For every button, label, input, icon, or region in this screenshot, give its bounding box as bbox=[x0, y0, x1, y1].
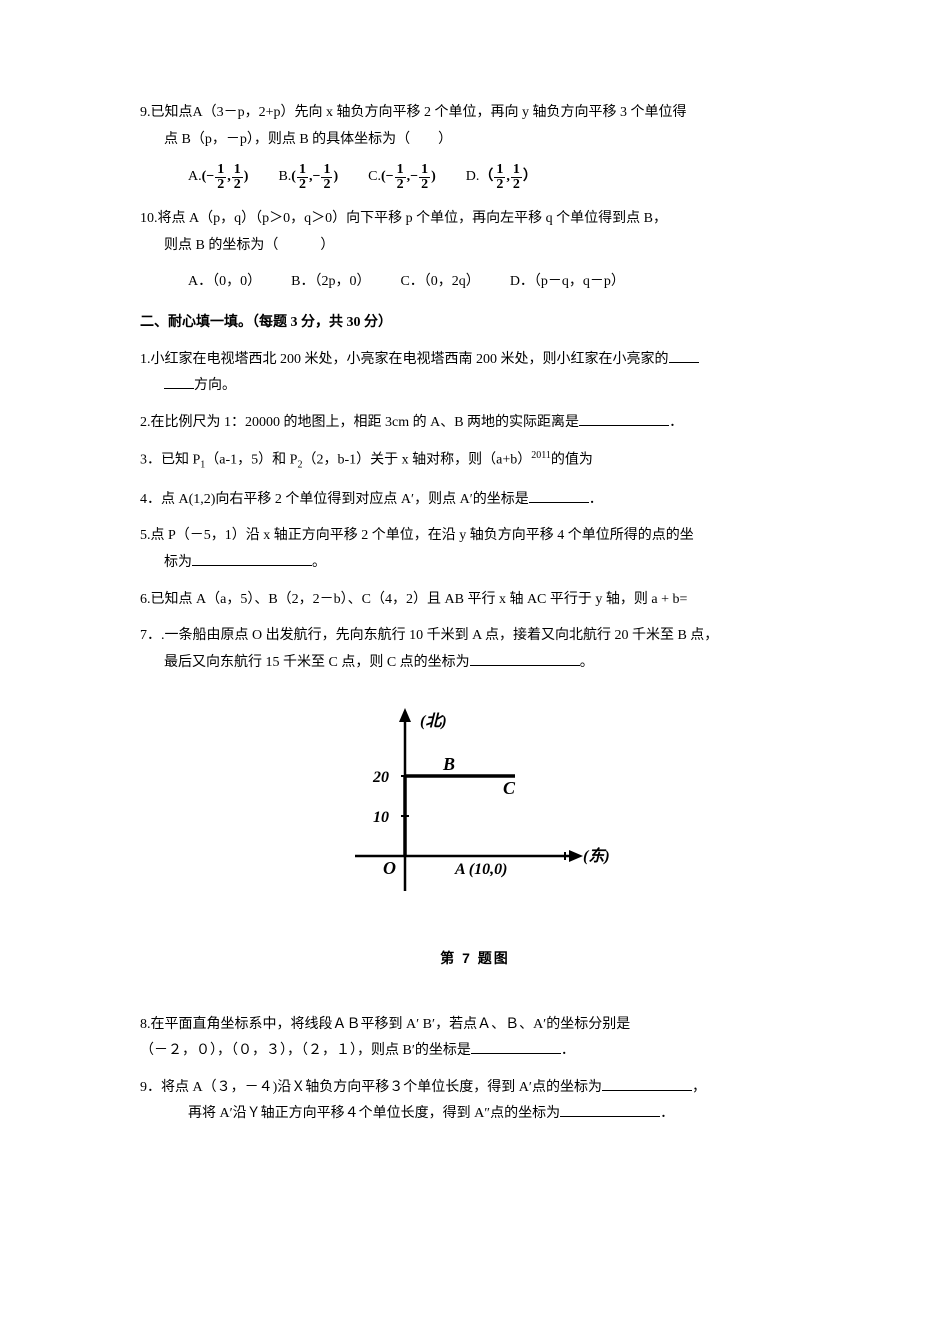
fill-2: 2.在比例尺为 1：20000 的地图上，相距 3cm 的 A、B 两地的实际距… bbox=[140, 410, 810, 437]
blank bbox=[192, 551, 312, 566]
svg-text:C: C bbox=[503, 778, 516, 798]
coordinate-diagram: (北) (东) O 10 20 B C A (10,0) bbox=[325, 696, 625, 926]
svg-text:10: 10 bbox=[373, 809, 389, 826]
blank bbox=[669, 348, 699, 363]
q10-stem-line2: 则点 B 的坐标为（ ） bbox=[140, 233, 810, 260]
fill-1: 1.小红家在电视塔西北 200 米处，小亮家在电视塔西南 200 米处，则小红家… bbox=[140, 347, 810, 400]
svg-text:(北): (北) bbox=[420, 712, 447, 730]
q9-options: A. (− 12 , 12 ) B. ( 12 ,− 12 ) C. (− 12… bbox=[140, 163, 810, 192]
blank bbox=[470, 651, 580, 666]
q9-stem-line2: 点 B（p，－p），则点 B 的具体坐标为（ ） bbox=[140, 127, 810, 154]
blank bbox=[560, 1102, 660, 1117]
q10-option-a: A．（0，0） bbox=[188, 269, 261, 296]
blank bbox=[602, 1076, 692, 1091]
figure-caption: 第 7 题图 bbox=[140, 945, 810, 972]
fill-6: 6.已知点 A（a，5）、B（2，2－b）、C（4，2）且 AB 平行 x 轴 … bbox=[140, 587, 810, 614]
svg-text:O: O bbox=[383, 858, 396, 878]
q9-stem-line1: 9.已知点A（3－p，2+p）先向 x 轴负方向平移 2 个单位，再向 y 轴负… bbox=[140, 100, 810, 127]
svg-text:(东): (东) bbox=[583, 847, 610, 865]
svg-text:B: B bbox=[442, 754, 455, 774]
question-10: 10.将点 A（p，q）（p＞0，q＞0）向下平移 p 个单位，再向左平移 q … bbox=[140, 206, 810, 259]
blank bbox=[164, 374, 194, 389]
q10-option-d: D．（p－q，q－p） bbox=[510, 269, 625, 296]
question-9: 9.已知点A（3－p，2+p）先向 x 轴负方向平移 2 个单位，再向 y 轴负… bbox=[140, 100, 810, 153]
blank bbox=[529, 488, 589, 503]
section-2-title: 二、耐心填一填。（每题 3 分，共 30 分） bbox=[140, 310, 810, 337]
fill-5: 5.点 P（－5，1）沿 x 轴正方向平移 2 个单位，在沿 y 轴负方向平移 … bbox=[140, 523, 810, 576]
blank bbox=[471, 1039, 561, 1054]
figure-7: (北) (东) O 10 20 B C A (10,0) 第 7 题图 bbox=[140, 696, 810, 971]
q10-option-c: C．（0，2q） bbox=[400, 269, 479, 296]
svg-text:A (10,0): A (10,0) bbox=[454, 861, 507, 878]
q9-option-c: C. (− 12 ,− 12 ) bbox=[368, 163, 436, 192]
q10-options: A．（0，0） B．（2p，0） C．（0，2q） D．（p－q，q－p） bbox=[140, 269, 810, 296]
fill-8: 8.在平面直角坐标系中，将线段ＡＢ平移到 A′ B′，若点Ａ、Ｂ、A′的坐标分别… bbox=[140, 1012, 810, 1065]
fill-4: 4．点 A(1,2)向右平移 2 个单位得到对应点 A′，则点 A′的坐标是． bbox=[140, 487, 810, 514]
q10-option-b: B．（2p，0） bbox=[291, 269, 370, 296]
blank bbox=[579, 411, 669, 426]
q9-option-d: D. （ 12 , 12 ） bbox=[466, 163, 537, 192]
fill-7: 7．.一条船由原点 O 出发航行，先向东航行 10 千米到 A 点，接着又向北航… bbox=[140, 623, 810, 676]
q9-option-b: B. ( 12 ,− 12 ) bbox=[278, 163, 338, 192]
q9-option-a: A. (− 12 , 12 ) bbox=[188, 163, 248, 192]
fill-3: 3．已知 P1（a-1，5）和 P2（2，b-1）关于 x 轴对称，则（a+b）… bbox=[140, 446, 810, 474]
q10-stem-line1: 10.将点 A（p，q）（p＞0，q＞0）向下平移 p 个单位，再向左平移 q … bbox=[140, 206, 810, 233]
fill-9: 9．将点 A（３，－４)沿Ｘ轴负方向平移３个单位长度，得到 A′点的坐标为， 再… bbox=[140, 1075, 810, 1128]
svg-text:20: 20 bbox=[372, 769, 389, 786]
